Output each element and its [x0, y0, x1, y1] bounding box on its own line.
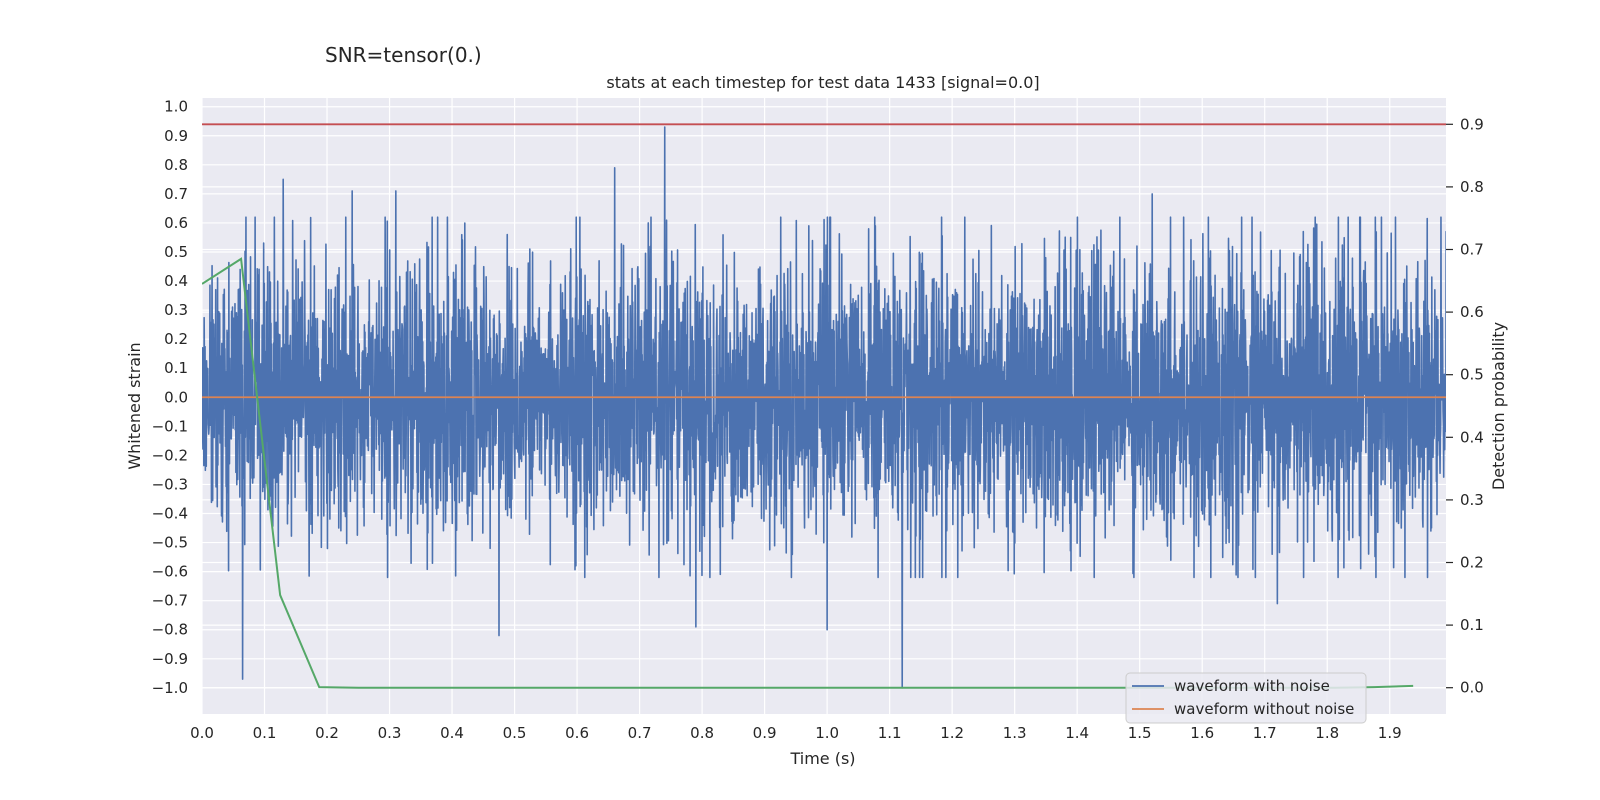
y2-tick-label-0: 0.0	[1460, 679, 1484, 697]
y-tick-label-19: 0.9	[164, 127, 188, 145]
x-tick-label-8: 0.8	[690, 724, 714, 742]
legend-box	[1125, 672, 1367, 724]
x-tick-label-15: 1.5	[1128, 724, 1152, 742]
x-tick-label-4: 0.4	[440, 724, 464, 742]
x-tick-label-3: 0.3	[378, 724, 402, 742]
x-tick-label-1: 0.1	[253, 724, 277, 742]
y-tick-label-3: −0.7	[152, 592, 188, 610]
x-tick-label-10: 1.0	[815, 724, 839, 742]
x-axis: 0.0 0.1 0.2 0.3 0.4 0.5 0.6 0.7 0.8 0.9 1.0 1.1 1.2 1…	[190, 724, 1402, 742]
y2-axis-label: Detection probability	[1489, 322, 1508, 490]
x-tick-label-2: 0.2	[315, 724, 339, 742]
x-tick-label-11: 1.1	[878, 724, 902, 742]
x-tick-label-6: 0.6	[565, 724, 589, 742]
y2-tick-label-8: 0.8	[1460, 178, 1484, 196]
y2-tick-label-7: 0.7	[1460, 240, 1484, 258]
x-tick-label-18: 1.8	[1315, 724, 1339, 742]
chart-title: stats at each timestep for test data 143…	[606, 73, 1039, 92]
y-tick-label-2: −0.8	[152, 621, 188, 639]
y-tick-label-7: −0.3	[152, 475, 188, 493]
x-tick-label-5: 0.5	[503, 724, 527, 742]
legend: waveform with noise waveform without noi…	[1125, 672, 1367, 724]
y-tick-label-12: 0.2	[164, 330, 188, 348]
x-tick-label-16: 1.6	[1190, 724, 1214, 742]
y-tick-label-1: −0.9	[152, 650, 188, 668]
x-axis-label: Time (s)	[789, 749, 855, 768]
y2-tick-label-9: 0.9	[1460, 115, 1484, 133]
right-y-axis: 0.0 0.1 0.2 0.3 0.4 0.5 0.6 0.7 0.8 0.9	[1446, 115, 1484, 697]
x-tick-label-13: 1.3	[1003, 724, 1027, 742]
x-tick-label-19: 1.9	[1378, 724, 1402, 742]
y-tick-label-5: −0.5	[152, 534, 188, 552]
legend-label-clean: waveform without noise	[1174, 700, 1354, 718]
series-layer	[202, 123, 1446, 689]
y2-tick-label-1: 0.1	[1460, 616, 1484, 634]
y-tick-label-4: −0.6	[152, 563, 188, 581]
x-tick-label-9: 0.9	[753, 724, 777, 742]
y-tick-label-15: 0.5	[164, 243, 188, 261]
left-y-axis: −1.0 −0.9 −0.8 −0.7 −0.6 −0.5 −0.4 −0.3 −0.2 −0.1…	[152, 98, 188, 697]
y-tick-label-10: 0.0	[164, 388, 188, 406]
y-tick-label-13: 0.3	[164, 301, 188, 319]
y-axis-label: Whitened strain	[125, 342, 144, 469]
x-tick-label-7: 0.7	[628, 724, 652, 742]
legend-label-noise: waveform with noise	[1174, 677, 1330, 695]
series-noise-waveform	[202, 126, 1446, 689]
y-tick-label-14: 0.4	[164, 272, 188, 290]
y-tick-label-11: 0.1	[164, 359, 188, 377]
y-tick-label-20: 1.0	[164, 98, 188, 116]
series-group	[202, 123, 1446, 689]
y-tick-label-8: −0.2	[152, 446, 188, 464]
y-tick-label-17: 0.7	[164, 185, 188, 203]
chart-suptitle: SNR=tensor(0.)	[325, 43, 482, 67]
y-tick-label-16: 0.6	[164, 214, 188, 232]
y-tick-label-6: −0.4	[152, 505, 188, 523]
y2-tick-label-5: 0.5	[1460, 366, 1484, 384]
y2-tick-label-3: 0.3	[1460, 491, 1484, 509]
x-tick-label-17: 1.7	[1253, 724, 1277, 742]
y2-tick-label-2: 0.2	[1460, 554, 1484, 572]
y2-tick-label-4: 0.4	[1460, 428, 1484, 446]
y-tick-label-0: −1.0	[152, 679, 188, 697]
x-tick-label-14: 1.4	[1065, 724, 1089, 742]
x-tick-label-0: 0.0	[190, 724, 214, 742]
y2-tick-label-6: 0.6	[1460, 303, 1484, 321]
y-tick-label-9: −0.1	[152, 417, 188, 435]
y-tick-label-18: 0.8	[164, 156, 188, 174]
x-tick-label-12: 1.2	[940, 724, 964, 742]
